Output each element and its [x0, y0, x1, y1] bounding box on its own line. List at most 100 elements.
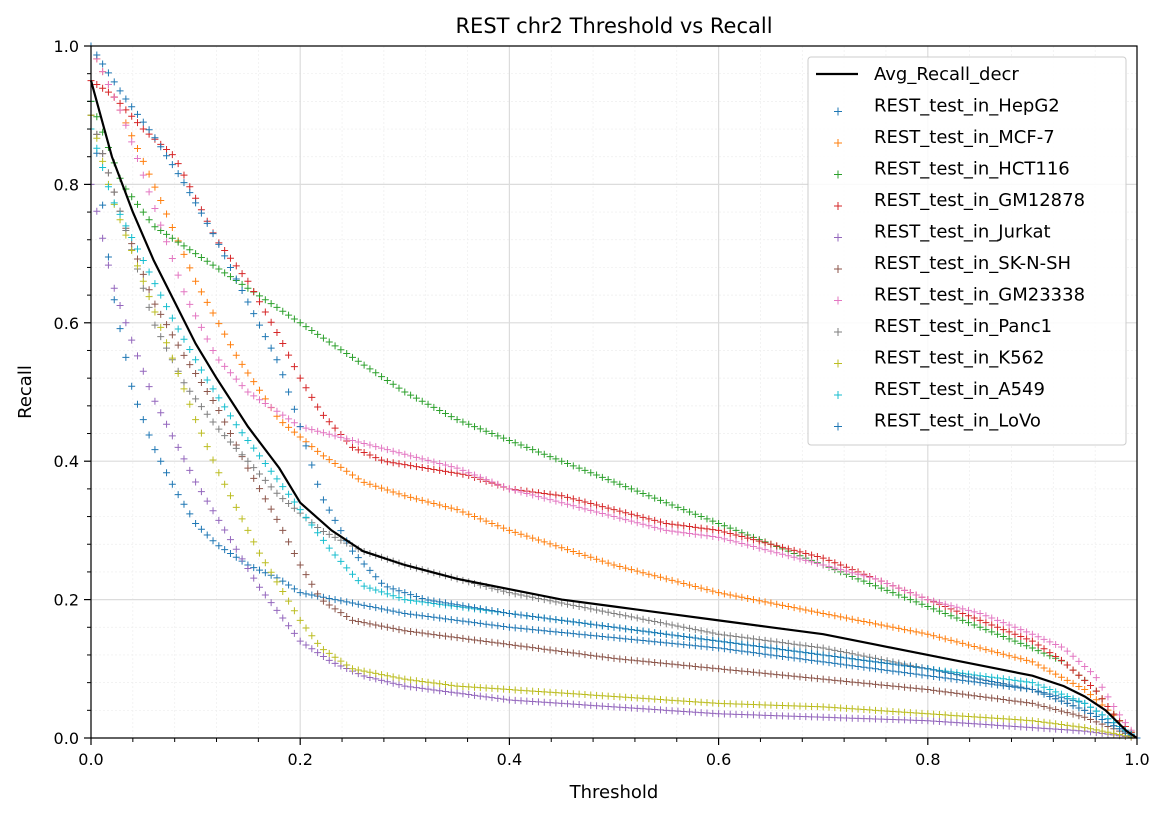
series-marker — [784, 653, 792, 661]
series-marker — [976, 623, 984, 631]
series-marker — [349, 547, 356, 555]
series-marker — [610, 561, 618, 569]
series-marker — [656, 573, 664, 581]
series-marker — [93, 51, 101, 59]
series-marker — [703, 532, 711, 540]
series-marker — [319, 646, 327, 654]
series-marker — [656, 659, 664, 667]
series-marker — [436, 406, 444, 414]
series-marker — [616, 655, 624, 663]
series-marker — [906, 669, 914, 677]
series-marker — [1005, 621, 1013, 629]
series-marker — [319, 334, 327, 342]
series-marker — [354, 618, 362, 626]
series-marker — [139, 284, 147, 292]
series-marker — [302, 641, 310, 649]
series-marker — [639, 489, 647, 497]
series-marker — [261, 591, 269, 599]
series-marker — [110, 199, 118, 207]
series-marker — [250, 538, 258, 546]
legend-marker-swatch — [834, 170, 842, 179]
series-marker — [238, 280, 246, 288]
series-marker — [1052, 652, 1060, 660]
series-marker — [180, 351, 188, 359]
series-marker — [203, 497, 211, 505]
series-marker — [558, 499, 566, 507]
series-marker — [627, 635, 635, 643]
series-marker — [250, 310, 258, 318]
series-marker — [622, 656, 630, 664]
series-marker — [360, 619, 368, 627]
series-marker — [104, 261, 112, 269]
series-marker — [680, 506, 688, 514]
series-marker — [1087, 725, 1095, 733]
series-marker — [564, 617, 572, 625]
series-marker — [314, 427, 322, 435]
series-marker — [767, 599, 775, 607]
series-marker — [378, 444, 386, 452]
series-marker — [133, 262, 141, 270]
series-marker — [529, 626, 537, 634]
series-marker — [866, 657, 874, 665]
series-marker — [901, 586, 909, 594]
series-marker — [755, 669, 763, 677]
series-marker — [325, 544, 333, 552]
series-marker — [1063, 676, 1071, 684]
series-marker — [378, 456, 386, 464]
series-marker — [842, 567, 850, 575]
series-marker — [935, 599, 943, 607]
series-marker — [726, 646, 734, 654]
series-marker — [877, 681, 885, 689]
series-marker — [412, 463, 420, 471]
series-marker — [668, 501, 676, 509]
series-marker — [354, 438, 362, 446]
series-marker — [256, 566, 264, 574]
series-marker — [796, 655, 804, 663]
series-marker — [476, 425, 484, 433]
series-marker — [238, 555, 246, 563]
series-marker — [145, 268, 153, 276]
legend-marker-swatch — [834, 391, 842, 399]
series-marker — [819, 609, 827, 617]
series-marker — [319, 652, 327, 660]
series-marker — [912, 670, 920, 678]
series-marker — [412, 394, 420, 402]
series-marker — [145, 188, 153, 196]
series-marker — [941, 609, 949, 617]
series-marker — [221, 418, 229, 426]
series-marker — [686, 641, 694, 649]
series-marker — [622, 564, 630, 572]
series-marker — [842, 661, 850, 669]
series-marker — [627, 485, 635, 493]
series-marker — [796, 548, 804, 556]
series-marker — [598, 473, 606, 481]
series-marker — [930, 597, 938, 605]
series-marker — [232, 421, 240, 429]
series-marker — [569, 630, 577, 638]
series-marker — [168, 432, 176, 440]
series-marker — [273, 407, 281, 415]
series-marker — [99, 157, 107, 165]
series-marker — [331, 533, 339, 541]
series-marker — [238, 515, 246, 523]
series-marker — [273, 489, 281, 497]
series-marker — [133, 255, 141, 263]
series-marker — [1104, 728, 1112, 736]
series-marker — [186, 387, 194, 395]
series-marker — [424, 596, 432, 604]
legend-box — [807, 56, 1127, 446]
series-marker — [209, 261, 217, 269]
series-marker — [139, 257, 147, 265]
series-marker — [1028, 717, 1036, 725]
series-marker — [622, 516, 630, 524]
series-marker — [372, 443, 380, 451]
series-marker — [401, 596, 409, 604]
series-marker — [906, 596, 914, 604]
series-marker — [128, 132, 136, 140]
series-marker — [970, 692, 978, 700]
series-marker — [517, 624, 525, 632]
series-marker — [834, 391, 842, 399]
series-marker — [221, 403, 229, 411]
series-marker — [186, 300, 194, 308]
series-marker — [500, 608, 508, 616]
